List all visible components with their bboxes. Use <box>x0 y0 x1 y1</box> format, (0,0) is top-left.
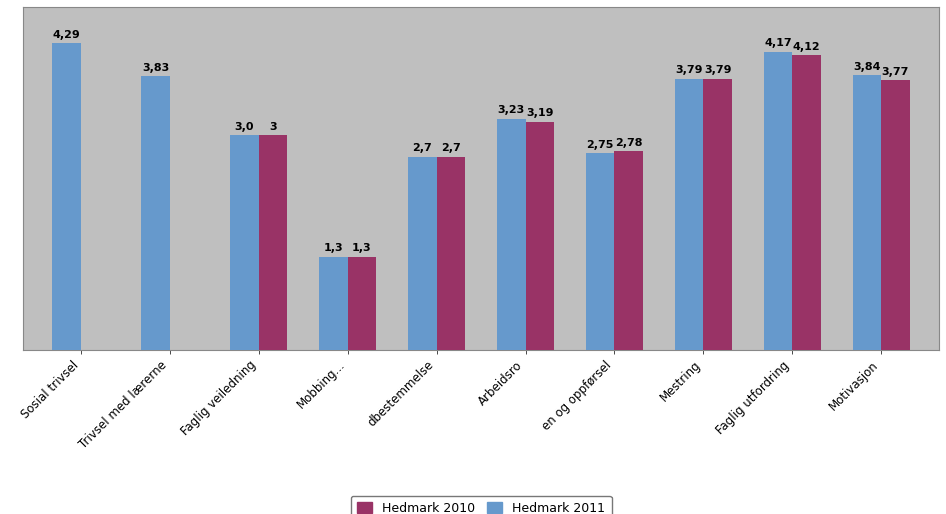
Text: 2,7: 2,7 <box>441 143 461 153</box>
Text: 2,78: 2,78 <box>615 138 642 148</box>
Text: 4,12: 4,12 <box>793 42 820 52</box>
Legend: Hedmark 2010, Hedmark 2011: Hedmark 2010, Hedmark 2011 <box>351 496 612 514</box>
Bar <box>141 76 170 350</box>
Bar <box>704 79 732 350</box>
Bar <box>259 135 288 350</box>
Bar <box>852 76 882 350</box>
Bar <box>348 256 377 350</box>
Text: 1,3: 1,3 <box>352 243 372 253</box>
Bar <box>526 122 554 350</box>
Bar <box>763 52 793 350</box>
Bar <box>615 151 643 350</box>
Text: 4,17: 4,17 <box>764 39 792 48</box>
Bar <box>793 56 821 350</box>
Bar <box>319 256 348 350</box>
Bar <box>882 81 910 350</box>
Text: 3,0: 3,0 <box>235 122 254 132</box>
Text: 4,29: 4,29 <box>53 30 80 40</box>
Bar <box>497 119 526 350</box>
Text: 3,77: 3,77 <box>882 67 909 77</box>
Bar <box>674 79 704 350</box>
Text: 3,19: 3,19 <box>526 108 553 118</box>
Text: 3,83: 3,83 <box>142 63 169 72</box>
Text: 2,7: 2,7 <box>412 143 432 153</box>
Text: 2,75: 2,75 <box>587 140 614 150</box>
Text: 1,3: 1,3 <box>324 243 343 253</box>
Bar <box>586 153 615 350</box>
Text: 3,79: 3,79 <box>704 65 731 76</box>
Bar <box>230 135 259 350</box>
Text: 3,79: 3,79 <box>675 65 703 76</box>
Text: 3,23: 3,23 <box>498 105 525 116</box>
Bar <box>52 43 81 350</box>
Bar <box>437 157 465 350</box>
Bar <box>408 157 437 350</box>
Text: 3: 3 <box>270 122 277 132</box>
Text: 3,84: 3,84 <box>853 62 881 72</box>
